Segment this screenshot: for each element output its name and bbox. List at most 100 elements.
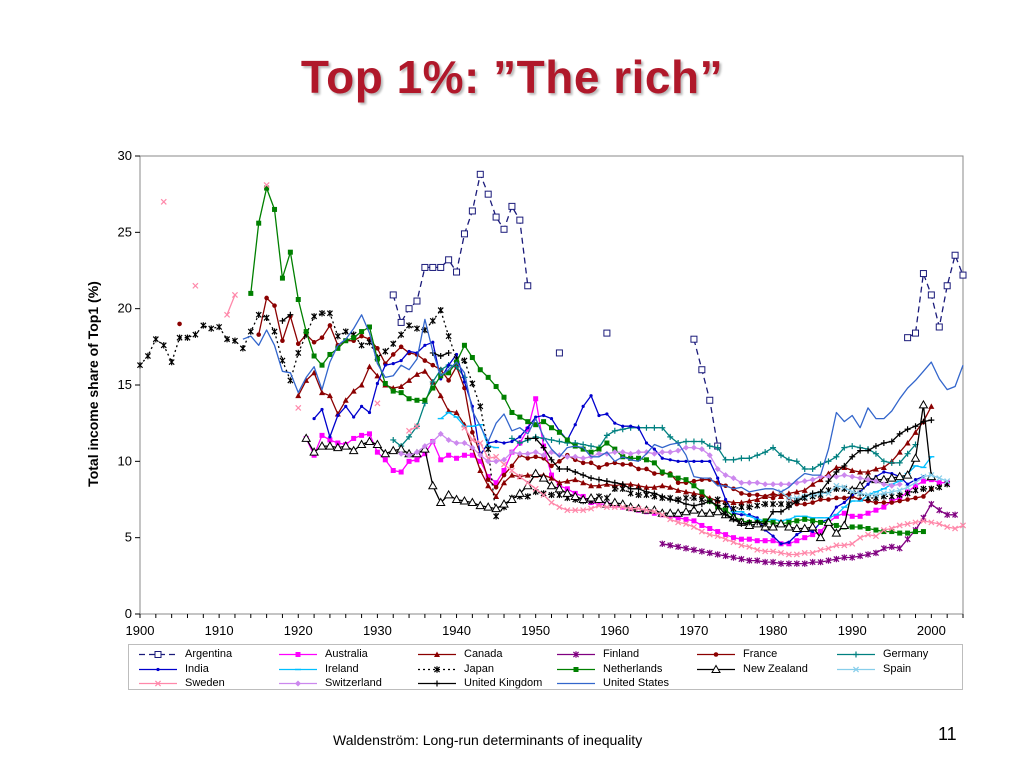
france-point xyxy=(620,462,626,467)
united-kingdom-point xyxy=(770,508,777,515)
japan-point xyxy=(144,352,151,360)
netherlands-point xyxy=(311,353,317,359)
switzerland-point xyxy=(516,450,523,457)
new-zealand-point xyxy=(538,473,549,482)
netherlands-point xyxy=(366,324,372,330)
japan-point xyxy=(326,310,333,317)
france-point xyxy=(652,471,657,476)
series-line-argentina xyxy=(907,254,964,339)
series-netherlands xyxy=(248,185,926,536)
india-point xyxy=(534,415,538,419)
japan-point xyxy=(247,328,254,335)
france-point xyxy=(905,497,910,502)
series-line-spain xyxy=(780,474,948,499)
australia-point xyxy=(731,535,737,541)
netherlands-point xyxy=(596,446,602,452)
france-point xyxy=(747,492,752,498)
canada-point xyxy=(785,490,792,496)
japan-point xyxy=(904,490,911,497)
japan-point xyxy=(770,500,777,508)
india-point xyxy=(787,540,791,544)
switzerland-point xyxy=(493,458,500,465)
legend-label: Germany xyxy=(883,648,929,660)
new-zealand-point xyxy=(791,523,802,533)
new-zealand-point xyxy=(467,497,478,507)
new-zealand-point xyxy=(807,521,818,531)
germany-point xyxy=(817,461,824,468)
sweden-point xyxy=(295,404,302,411)
japan-point xyxy=(184,334,191,341)
switzerland-point xyxy=(809,476,816,483)
sweden-point xyxy=(231,291,238,298)
finland-point xyxy=(714,551,721,558)
new-zealand-point xyxy=(594,494,604,503)
germany-point xyxy=(603,432,610,439)
argentina-point xyxy=(706,396,714,404)
united-kingdom-point xyxy=(675,498,682,505)
finland-point xyxy=(888,543,895,551)
switzerland-point xyxy=(698,446,705,453)
switzerland-point xyxy=(667,449,674,456)
switzerland-point xyxy=(833,473,840,480)
france-point xyxy=(359,333,364,339)
germany-point xyxy=(706,443,713,450)
netherlands-point xyxy=(699,489,705,495)
netherlands-point xyxy=(913,529,919,535)
legend-spain-point xyxy=(852,665,860,673)
france-point xyxy=(430,362,436,368)
canada-point xyxy=(342,397,349,403)
finland-point xyxy=(738,555,745,563)
united-kingdom-point xyxy=(627,485,634,492)
chart-legend: Argentina Australia Canada Finland France Ger… xyxy=(128,644,963,690)
switzerland-point xyxy=(572,453,579,460)
sweden-point xyxy=(603,504,610,511)
argentina-point xyxy=(460,230,468,238)
united-kingdom-point xyxy=(849,453,856,460)
germany-point xyxy=(793,458,800,465)
netherlands-point xyxy=(802,516,808,522)
united-kingdom-point xyxy=(738,520,745,527)
japan-point xyxy=(279,357,286,364)
legend-swatch-switzerland xyxy=(279,680,317,687)
india-point xyxy=(526,426,530,430)
legend-france-point xyxy=(713,652,719,657)
legend-label: United States xyxy=(603,677,670,689)
sweden-point xyxy=(714,533,721,540)
new-zealand-point xyxy=(902,470,913,479)
australia-point xyxy=(675,515,681,521)
india-point xyxy=(621,424,625,428)
switzerland-point xyxy=(785,481,792,488)
finland-point xyxy=(872,549,879,557)
series-united-kingdom xyxy=(279,311,935,527)
legend-label: United Kingdom xyxy=(464,677,543,689)
argentina-point xyxy=(397,318,405,326)
france-point xyxy=(375,346,380,351)
netherlands-point xyxy=(628,455,634,461)
japan-point xyxy=(342,328,349,335)
netherlands-point xyxy=(477,367,483,373)
switzerland-point xyxy=(429,438,436,445)
japan-point xyxy=(746,503,753,511)
x-tick-label: 2000 xyxy=(917,623,946,638)
united-kingdom-point xyxy=(643,488,650,495)
netherlands-point xyxy=(889,529,895,535)
germany-point xyxy=(754,452,761,459)
australia-point xyxy=(596,501,602,507)
new-zealand-point xyxy=(443,489,454,499)
france-point xyxy=(913,495,918,501)
legend-label: New Zealand xyxy=(743,662,808,675)
netherlands-point xyxy=(873,527,879,533)
india-point xyxy=(431,340,435,344)
argentina-point xyxy=(421,263,429,271)
sweden-point xyxy=(896,522,903,529)
australia-point xyxy=(446,452,452,458)
switzerland-point xyxy=(762,481,769,488)
sweden-point xyxy=(698,528,705,535)
canada-point xyxy=(904,440,911,446)
sweden-point xyxy=(928,519,935,526)
finland-point xyxy=(849,554,856,561)
finland-point xyxy=(833,555,840,563)
finland-point xyxy=(722,552,729,560)
argentina-point xyxy=(603,329,611,337)
australia-point xyxy=(438,457,444,463)
